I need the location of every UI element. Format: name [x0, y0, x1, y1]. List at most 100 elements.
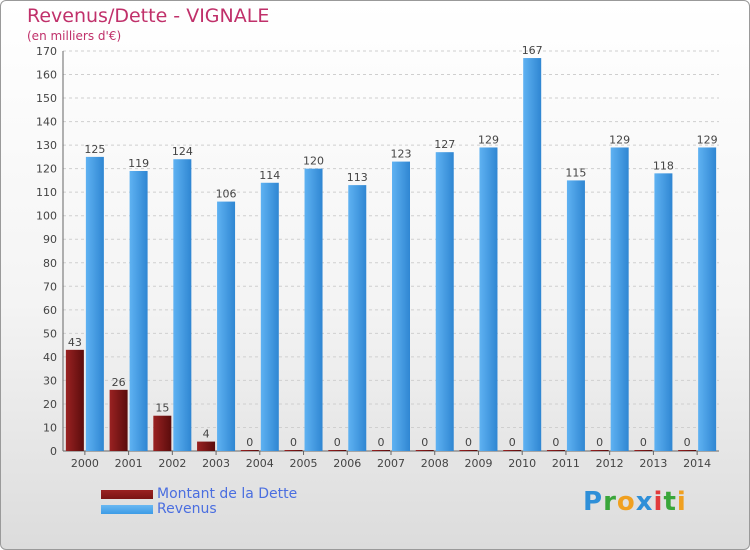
x-tick-label: 2000 — [71, 457, 99, 470]
y-tick-label: 130 — [36, 139, 57, 152]
y-tick-label: 50 — [43, 327, 57, 340]
bar-revenus — [304, 168, 323, 451]
y-tick-label: 140 — [36, 116, 57, 129]
data-label: 124 — [172, 145, 193, 158]
logo-letter: r — [603, 487, 617, 517]
x-tick-label: 2010 — [508, 457, 536, 470]
data-label: 43 — [68, 336, 82, 349]
y-tick-label: 100 — [36, 210, 57, 223]
data-label: 0 — [552, 436, 559, 449]
legend-label-revenus: Revenus — [157, 501, 217, 517]
data-label: 15 — [155, 402, 169, 415]
bar-revenus — [654, 173, 673, 451]
x-tick-label: 2003 — [202, 457, 230, 470]
bar-dette — [153, 415, 172, 451]
data-label: 123 — [391, 148, 412, 161]
legend-swatch-dette — [101, 490, 153, 499]
data-label: 0 — [465, 436, 472, 449]
y-tick-label: 80 — [43, 257, 57, 270]
chart-title: Revenus/Dette - VIGNALE — [27, 5, 270, 27]
bar-dette — [415, 450, 434, 451]
data-label: 0 — [596, 436, 603, 449]
data-label: 114 — [259, 169, 280, 182]
data-label: 125 — [84, 143, 105, 156]
data-label: 26 — [112, 376, 126, 389]
x-tick-label: 2009 — [464, 457, 492, 470]
bar-dette — [503, 450, 522, 451]
y-tick-label: 120 — [36, 163, 57, 176]
data-label: 0 — [509, 436, 516, 449]
y-tick-label: 30 — [43, 374, 57, 387]
bar-revenus — [698, 147, 717, 451]
bar-revenus — [85, 156, 104, 451]
x-tick-label: 2007 — [377, 457, 405, 470]
chart-subtitle: (en milliers d'€) — [27, 29, 122, 43]
y-tick-label: 10 — [43, 421, 57, 434]
data-label: 106 — [216, 188, 237, 201]
data-label: 0 — [378, 436, 385, 449]
y-tick-label: 60 — [43, 304, 57, 317]
y-tick-label: 90 — [43, 233, 57, 246]
logo-letter: o — [616, 487, 636, 517]
bar-revenus — [610, 147, 629, 451]
x-tick-label: 2004 — [246, 457, 274, 470]
bar-revenus — [217, 201, 236, 451]
bar-revenus — [129, 171, 148, 451]
x-tick-label: 2012 — [596, 457, 624, 470]
bar-dette — [240, 450, 259, 451]
x-tick-label: 2006 — [333, 457, 361, 470]
bar-revenus — [479, 147, 498, 451]
data-label: 0 — [290, 436, 297, 449]
logo-letter: i — [653, 487, 664, 517]
data-label: 0 — [421, 436, 428, 449]
y-tick-label: 170 — [36, 45, 57, 58]
bar-dette — [372, 450, 390, 451]
data-label: 167 — [522, 44, 543, 57]
bar-dette — [197, 441, 216, 451]
y-tick-label: 110 — [36, 186, 57, 199]
logo-letter: x — [635, 487, 654, 517]
bar-dette — [65, 349, 84, 451]
x-tick-label: 2011 — [552, 457, 580, 470]
bar-dette — [546, 450, 565, 451]
bar-dette — [328, 450, 347, 451]
data-label: 0 — [640, 436, 647, 449]
bar-dette — [459, 450, 478, 451]
logo-letter: t — [663, 487, 677, 517]
x-tick-label: 2001 — [115, 457, 143, 470]
bar-revenus — [435, 152, 454, 452]
bar-dette — [109, 389, 128, 451]
x-tick-label: 2013 — [639, 457, 667, 470]
bar-revenus — [173, 159, 192, 451]
bar-dette — [590, 450, 609, 451]
bar-revenus — [523, 58, 542, 451]
x-tick-label: 2005 — [290, 457, 318, 470]
data-label: 4 — [203, 428, 210, 441]
y-tick-label: 40 — [43, 351, 57, 364]
logo-letter: i — [676, 487, 687, 517]
bar-revenus — [260, 182, 279, 451]
bar-revenus — [566, 180, 585, 452]
y-tick-label: 0 — [50, 445, 57, 458]
bar-dette — [634, 450, 653, 451]
bar-dette — [678, 450, 697, 451]
data-label: 129 — [478, 133, 499, 146]
data-label: 118 — [653, 159, 674, 172]
x-tick-label: 2014 — [683, 457, 711, 470]
bar-revenus — [348, 185, 367, 451]
data-label: 129 — [609, 133, 630, 146]
data-label: 115 — [565, 166, 586, 179]
data-label: 120 — [303, 155, 324, 168]
legend-swatch-revenus — [101, 505, 153, 514]
y-tick-label: 70 — [43, 280, 57, 293]
x-tick-label: 2002 — [158, 457, 186, 470]
data-label: 0 — [684, 436, 691, 449]
legend-label-dette: Montant de la Dette — [157, 486, 298, 502]
data-label: 127 — [434, 138, 455, 151]
bar-revenus — [392, 161, 410, 451]
proxiti-logo[interactable]: Proxiti — [583, 487, 687, 517]
data-label: 119 — [128, 157, 149, 170]
data-label: 113 — [347, 171, 368, 184]
